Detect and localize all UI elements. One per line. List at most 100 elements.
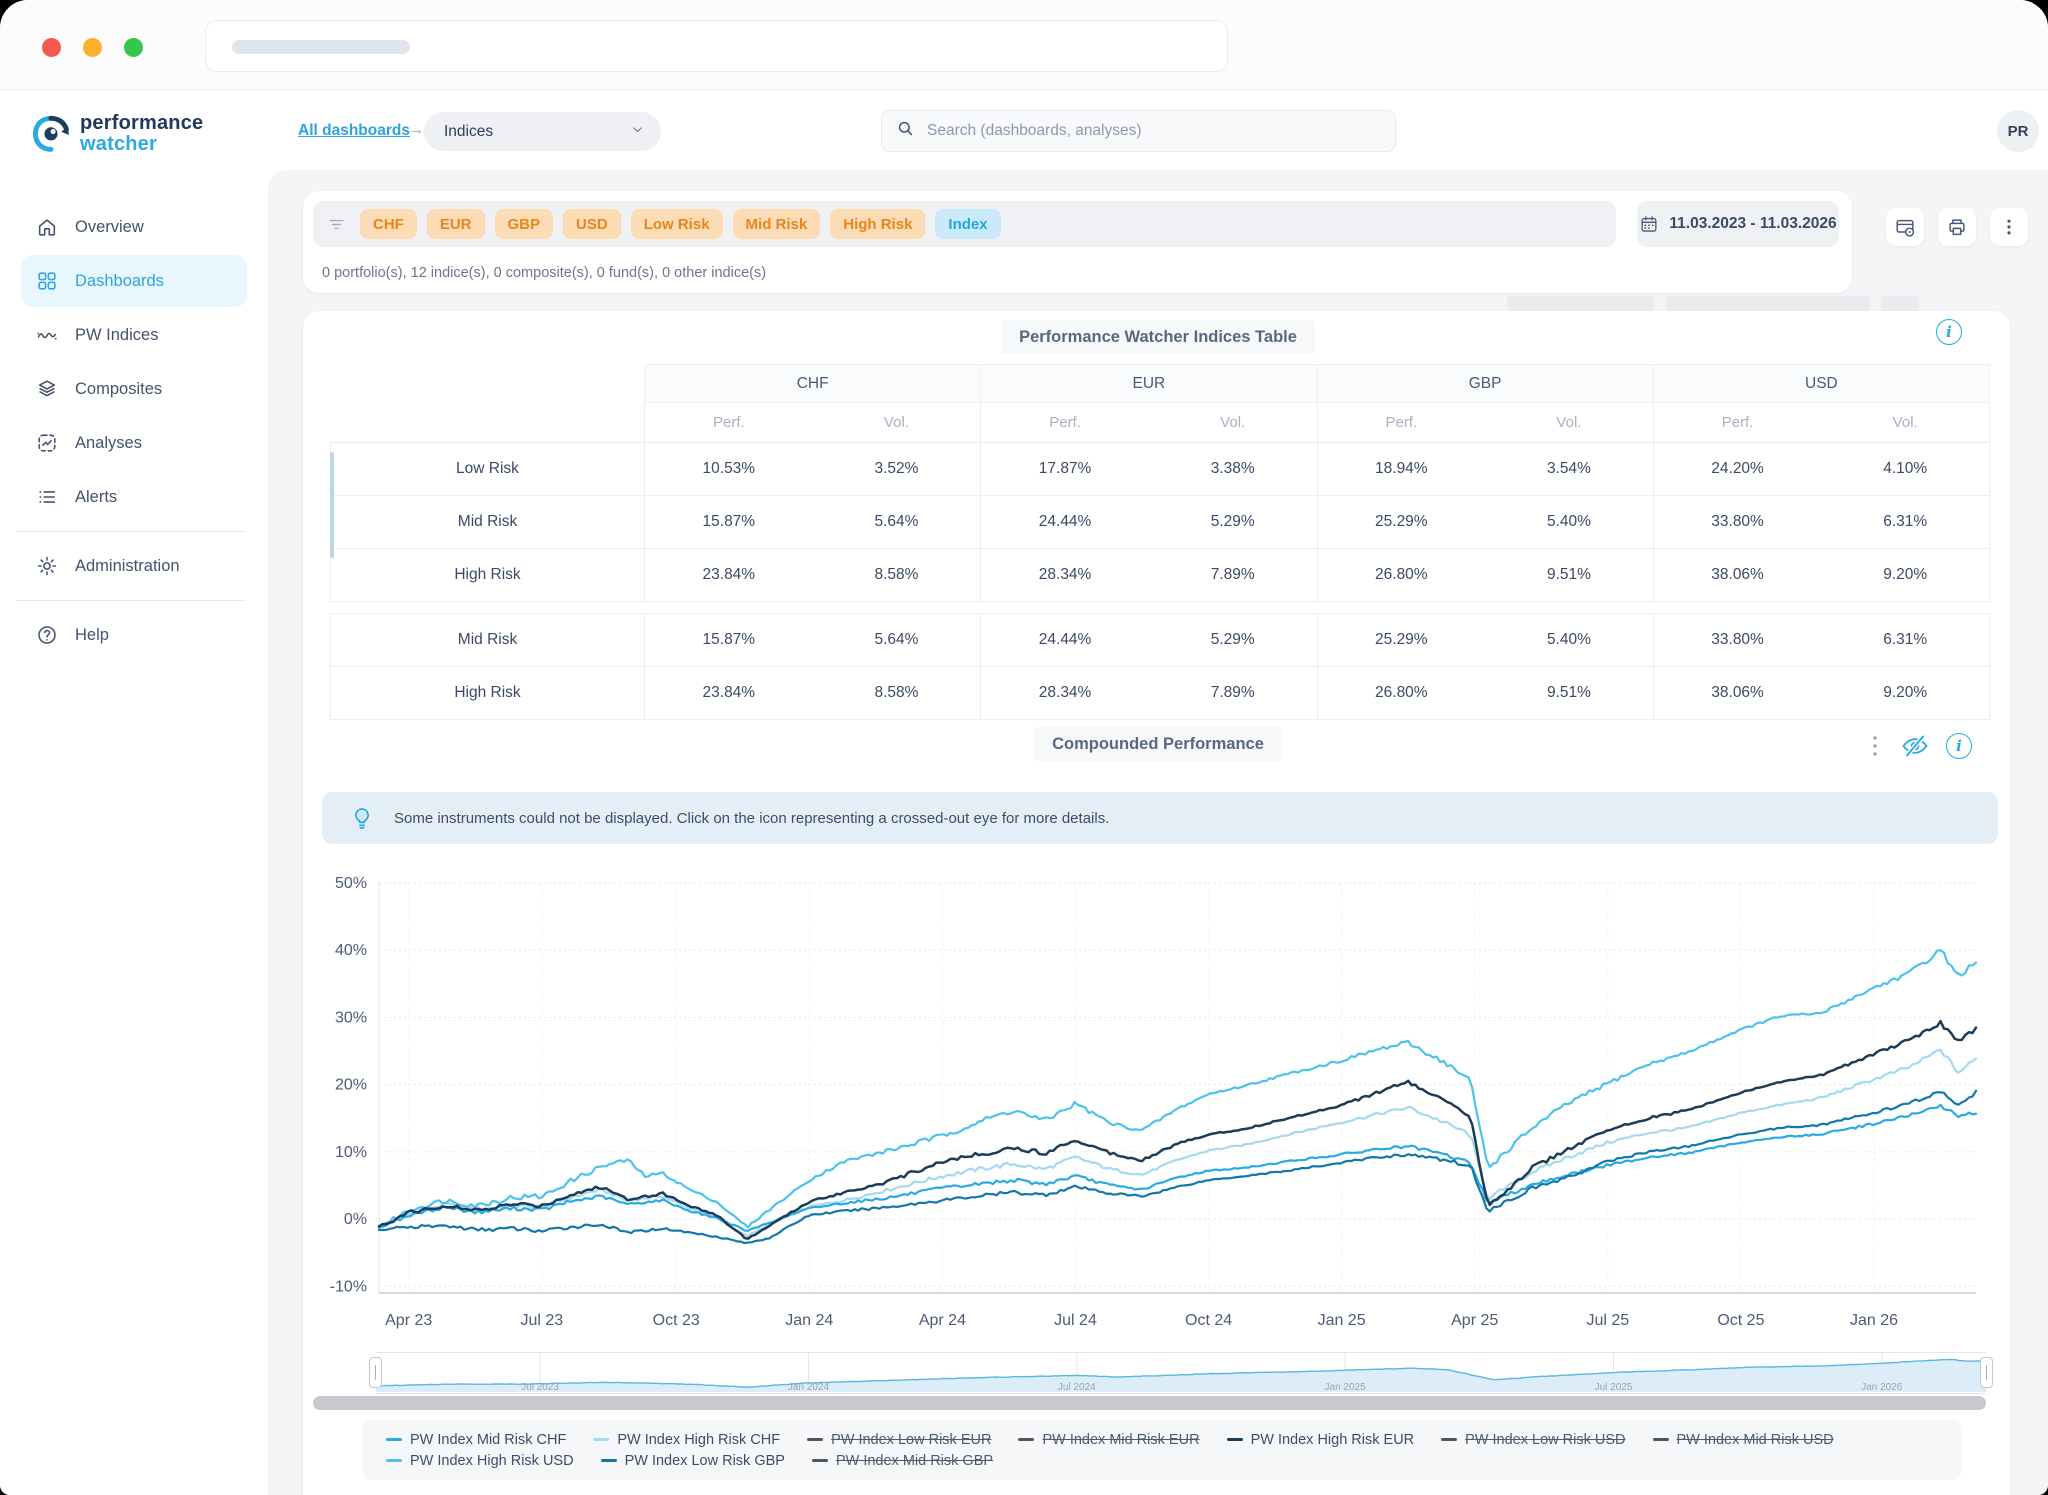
svg-text:10%: 10% — [335, 1144, 367, 1161]
navigator-left-handle[interactable] — [369, 1357, 382, 1388]
filter-chip-index[interactable]: Index — [935, 209, 1001, 239]
sidebar-item-dashboards[interactable]: Dashboards — [21, 255, 247, 307]
legend-item-pw-index-low-risk-usd[interactable]: PW Index Low Risk USD — [1441, 1430, 1626, 1450]
indices-table: CHF EUR GBP USD Perf. Vol. Perf. Vol. Perf. Vol. P… — [330, 364, 1991, 720]
sidebar-item-label: Alerts — [75, 487, 118, 506]
legend-item-pw-index-high-risk-usd[interactable]: PW Index High Risk USD — [386, 1451, 574, 1471]
table-cell: 38.06% — [1653, 548, 1822, 602]
sidebar-item-composites[interactable]: Composites — [21, 363, 247, 415]
legend-item-pw-index-mid-risk-chf[interactable]: PW Index Mid Risk CHF — [386, 1430, 566, 1450]
filter-chip-chf[interactable]: CHF — [360, 209, 417, 239]
table-row-mid-risk[interactable]: Mid Risk 15.87% 5.64% 24.44% 5.29% 25.29% 5.40… — [330, 613, 1991, 667]
legend-label: PW Index Mid Risk GBP — [835, 1452, 994, 1469]
table-cell: 26.80% — [1317, 666, 1486, 720]
table-metric-header-row: Perf. Vol. Perf. Vol. Perf. Vol. Perf. Vol. — [330, 402, 1991, 443]
series-line-pw-index-mid-risk-chf — [377, 1103, 1978, 1232]
traffic-light-maximize[interactable] — [124, 38, 143, 57]
metric-header: Vol. — [1485, 402, 1654, 443]
filter-chip-gbp[interactable]: GBP — [494, 209, 554, 239]
address-placeholder-bar — [232, 40, 410, 54]
sidebar-item-administration[interactable]: Administration — [21, 540, 247, 592]
home-icon — [36, 216, 58, 238]
table-cell: 9.51% — [1485, 666, 1654, 720]
svg-text:20%: 20% — [335, 1077, 367, 1094]
table-info-icon[interactable]: i — [1936, 319, 1962, 345]
chart-info-icon[interactable]: i — [1946, 733, 1972, 759]
sidebar-item-label: Administration — [75, 556, 180, 575]
legend-item-pw-index-mid-risk-gbp[interactable]: PW Index Mid Risk GBP — [811, 1451, 994, 1471]
user-avatar[interactable]: PR — [1997, 110, 2039, 152]
print-button[interactable] — [1938, 208, 1976, 246]
table-row-high-risk[interactable]: High Risk 23.84% 8.58% 28.34% 7.89% 26.80% 9.5… — [330, 548, 1991, 602]
address-bar[interactable] — [205, 20, 1228, 72]
sidebar-item-overview[interactable]: Overview — [21, 201, 247, 253]
partially-hidden-control — [1881, 296, 1919, 311]
more-options-button[interactable] — [1990, 208, 2028, 246]
legend-item-pw-index-mid-risk-usd[interactable]: PW Index Mid Risk USD — [1652, 1430, 1834, 1450]
legend-item-pw-index-high-risk-eur[interactable]: PW Index High Risk EUR — [1226, 1430, 1414, 1450]
legend-dash-icon — [1226, 1438, 1243, 1441]
svg-text:Jan 2024: Jan 2024 — [788, 1382, 830, 1393]
save-view-button[interactable] — [1886, 208, 1924, 246]
svg-text:Jul 25: Jul 25 — [1586, 1312, 1629, 1329]
table-cell: 7.89% — [1148, 666, 1318, 720]
legend-item-pw-index-mid-risk-eur[interactable]: PW Index Mid Risk EUR — [1018, 1430, 1200, 1450]
table-cell: 28.34% — [980, 548, 1149, 602]
sidebar-item-label: Help — [75, 625, 109, 644]
horizontal-scrollbar[interactable] — [313, 1396, 1986, 1410]
filter-chip-low-risk[interactable]: Low Risk — [630, 209, 723, 239]
filter-chip-high-risk[interactable]: High Risk — [830, 209, 926, 239]
legend-item-pw-index-high-risk-chf[interactable]: PW Index High Risk CHF — [593, 1430, 780, 1450]
grid-icon — [36, 270, 58, 292]
table-cell: 3.54% — [1485, 442, 1654, 496]
sidebar-item-analyses[interactable]: Analyses — [21, 417, 247, 469]
navigator-line — [376, 1358, 1987, 1388]
traffic-light-close[interactable] — [42, 38, 61, 57]
svg-text:Oct 23: Oct 23 — [653, 1312, 700, 1329]
chart-kebab-menu-icon[interactable] — [1866, 733, 1884, 759]
legend-item-pw-index-low-risk-eur[interactable]: PW Index Low Risk EUR — [807, 1430, 991, 1450]
traffic-light-minimize[interactable] — [83, 38, 102, 57]
filter-chip-eur[interactable]: EUR — [426, 209, 485, 239]
date-range-button[interactable]: 11.03.2023 - 11.03.2026 — [1637, 201, 1839, 247]
legend-dash-icon — [600, 1459, 617, 1462]
navigator-right-handle[interactable] — [1980, 1357, 1993, 1388]
legend-label: PW Index Mid Risk EUR — [1042, 1431, 1200, 1448]
lightbulb-icon — [350, 806, 374, 830]
alerts-icon — [36, 486, 58, 508]
currency-header-usd: USD — [1652, 364, 1991, 403]
legend-item-pw-index-low-risk-gbp[interactable]: PW Index Low Risk GBP — [600, 1451, 785, 1471]
svg-text:-10%: -10% — [330, 1278, 367, 1295]
table-cell: 8.58% — [812, 666, 982, 720]
currency-header-gbp: GBP — [1316, 364, 1654, 403]
sidebar-divider — [16, 600, 246, 601]
table-scrollbar[interactable] — [330, 452, 334, 558]
partially-hidden-control — [1507, 296, 1654, 311]
filter-chip-mid-risk[interactable]: Mid Risk — [732, 209, 821, 239]
app-logo[interactable]: performance watcher — [32, 112, 204, 158]
search-input[interactable]: Search (dashboards, analyses) — [881, 110, 1396, 152]
logo-line-1: performance — [80, 112, 204, 134]
svg-text:40%: 40% — [335, 942, 367, 959]
table-cell: 7.89% — [1148, 548, 1318, 602]
legend-label: PW Index Low Risk EUR — [831, 1431, 992, 1448]
table-cell: 9.20% — [1821, 666, 1991, 720]
chart-range-navigator[interactable]: Jul 2023 Jan 2024 Jul 2024 Jan 2025 Jul 2025… — [376, 1352, 1987, 1394]
indices-table-title: Performance Watcher Indices Table — [1001, 320, 1315, 354]
series-line-pw-index-high-risk-chf — [377, 1048, 1978, 1238]
eye-off-icon[interactable] — [1900, 731, 1930, 761]
sidebar-item-pw-indices[interactable]: PW Indices — [21, 309, 247, 361]
table-row-low-risk[interactable]: Low Risk 10.53% 3.52% 17.87% 3.38% 18.94% 3.54… — [330, 442, 1991, 496]
sidebar-item-alerts[interactable]: Alerts — [21, 471, 247, 523]
table-row-high-risk[interactable]: High Risk 23.84% 8.58% 28.34% 7.89% 26.80% 9.5… — [330, 666, 1991, 720]
breadcrumb-all-dashboards-link[interactable]: All dashboards — [298, 122, 410, 139]
table-cell: 9.20% — [1821, 548, 1991, 602]
filter-chip-usd[interactable]: USD — [563, 209, 621, 239]
dashboard-select-dropdown[interactable]: Indices — [424, 112, 661, 151]
analyses-icon — [36, 432, 58, 454]
sidebar-item-help[interactable]: Help — [21, 609, 247, 661]
table-cell: 23.84% — [644, 548, 813, 602]
table-row-mid-risk[interactable]: Mid Risk 15.87% 5.64% 24.44% 5.29% 25.29% 5.40… — [330, 495, 1991, 549]
table-cell: 5.64% — [812, 613, 982, 667]
svg-text:50%: 50% — [335, 875, 367, 892]
